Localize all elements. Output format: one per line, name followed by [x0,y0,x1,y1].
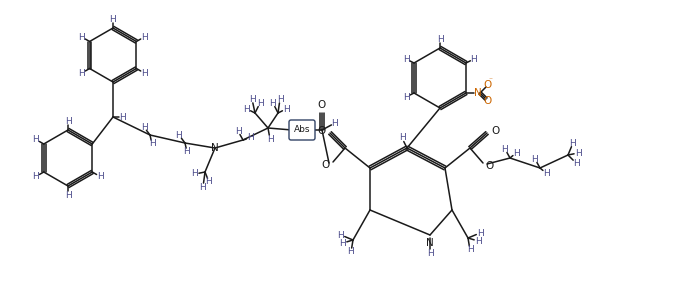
Text: H: H [78,68,85,78]
Text: H: H [65,190,72,200]
Text: H: H [97,172,104,181]
Text: N: N [426,238,434,248]
Text: H: H [513,148,520,158]
Text: H: H [200,182,206,192]
Text: Abs: Abs [294,125,311,135]
Text: H: H [206,178,212,186]
Text: H: H [140,123,147,131]
Text: H: H [402,93,409,101]
Text: H: H [332,119,338,127]
Text: H: H [502,144,509,154]
Text: H: H [338,231,345,239]
Text: O: O [491,126,499,136]
Text: O: O [318,126,326,136]
Text: H: H [247,133,253,142]
Text: H: H [276,95,283,103]
Text: O: O [484,80,492,90]
Text: H: H [270,99,276,107]
Text: H: H [184,148,191,156]
Text: H: H [148,139,155,148]
FancyBboxPatch shape [289,120,315,140]
Text: H: H [575,148,582,158]
Text: H: H [532,154,539,164]
Text: H: H [141,32,148,42]
Text: H: H [569,139,576,148]
Text: H: H [477,229,484,237]
Text: N: N [474,88,482,98]
Text: H: H [176,131,183,139]
Text: H: H [475,237,481,245]
Text: N: N [211,143,219,153]
Text: H: H [426,249,433,258]
Text: H: H [267,135,273,144]
Text: O: O [318,100,326,110]
Text: H: H [235,127,241,135]
Text: H: H [257,99,264,107]
Text: H: H [33,135,39,144]
Text: ⁻: ⁻ [489,76,493,84]
Text: H: H [249,95,255,103]
Text: H: H [340,239,347,247]
Text: H: H [573,158,580,168]
Text: O: O [486,161,494,171]
Text: O: O [484,96,492,106]
Text: H: H [398,133,405,142]
Text: H: H [471,54,477,64]
Text: H: H [466,245,473,255]
Text: H: H [543,168,550,178]
Text: H: H [191,170,198,178]
Text: H: H [347,247,354,256]
Text: H: H [283,105,289,113]
Text: H: H [33,172,39,181]
Text: H: H [141,68,148,78]
Text: H: H [244,105,251,113]
Text: O: O [321,160,329,170]
Text: H: H [65,117,72,125]
Text: H: H [110,15,116,23]
Text: H: H [120,113,127,121]
Text: H: H [437,34,443,44]
Text: H: H [402,54,409,64]
Text: H: H [78,32,85,42]
